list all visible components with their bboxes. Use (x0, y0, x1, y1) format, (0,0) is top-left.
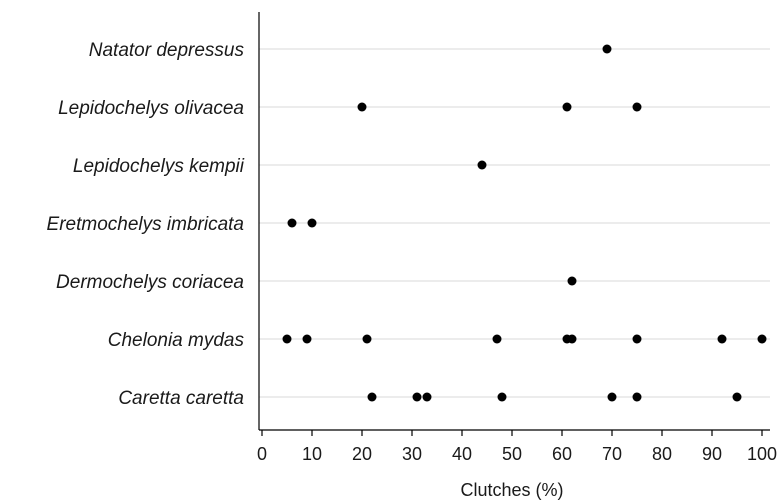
x-tick-label-100: 100 (747, 444, 777, 464)
point-chelonia-mydas-100 (757, 334, 767, 344)
category-labels: Natator depressus Lepidochelys olivacea Le… (47, 40, 245, 409)
category-label-dermochelys-coriacea: Dermochelys coriacea (56, 272, 244, 293)
category-label-eretmochelys-imbricata: Eretmochelys imbricata (47, 214, 244, 235)
point-lepidochelys-olivacea-75 (632, 102, 642, 112)
point-chelonia-mydas-75 (632, 334, 642, 344)
point-chelonia-mydas-92 (717, 334, 727, 344)
category-label-chelonia-mydas: Chelonia mydas (108, 330, 245, 351)
point-caretta-caretta-22 (367, 392, 377, 402)
x-tick-label-30: 30 (402, 444, 422, 464)
point-chelonia-mydas-62 (567, 334, 577, 344)
category-label-natator-depressus: Natator depressus (89, 40, 245, 61)
x-tick-label-40: 40 (452, 444, 472, 464)
x-axis-title: Clutches (%) (460, 480, 563, 500)
x-tick-label-70: 70 (602, 444, 622, 464)
point-caretta-caretta-75 (632, 392, 642, 402)
x-tick-label-60: 60 (552, 444, 572, 464)
x-tick-label-90: 90 (702, 444, 722, 464)
point-caretta-caretta-95 (732, 392, 742, 402)
category-label-lepidochelys-olivacea: Lepidochelys olivacea (58, 98, 244, 119)
data-points (282, 44, 767, 402)
category-label-caretta-caretta: Caretta caretta (118, 388, 244, 409)
x-tick-label-20: 20 (352, 444, 372, 464)
x-ticks: 0 10 20 30 40 50 60 70 80 90 100 (257, 430, 777, 464)
point-lepidochelys-kempii-44 (477, 160, 487, 170)
point-caretta-caretta-33 (422, 392, 432, 402)
point-chelonia-mydas-21 (362, 334, 372, 344)
point-lepidochelys-olivacea-20 (357, 102, 367, 112)
point-eretmochelys-imbricata-10 (307, 218, 317, 228)
point-caretta-caretta-48 (497, 392, 507, 402)
point-chelonia-mydas-47 (492, 334, 502, 344)
point-eretmochelys-imbricata-6 (287, 218, 297, 228)
category-label-lepidochelys-kempii: Lepidochelys kempii (73, 156, 245, 177)
point-caretta-caretta-31 (412, 392, 422, 402)
point-lepidochelys-olivacea-61 (562, 102, 572, 112)
point-chelonia-mydas-5 (282, 334, 292, 344)
x-tick-label-50: 50 (502, 444, 522, 464)
point-caretta-caretta-70 (607, 392, 617, 402)
x-tick-label-0: 0 (257, 444, 267, 464)
gridlines (259, 48, 770, 398)
x-tick-label-10: 10 (302, 444, 322, 464)
point-natator-depressus-69 (602, 44, 612, 54)
point-chelonia-mydas-9 (302, 334, 312, 344)
point-dermochelys-coriacea-62 (567, 276, 577, 286)
x-tick-label-80: 80 (652, 444, 672, 464)
